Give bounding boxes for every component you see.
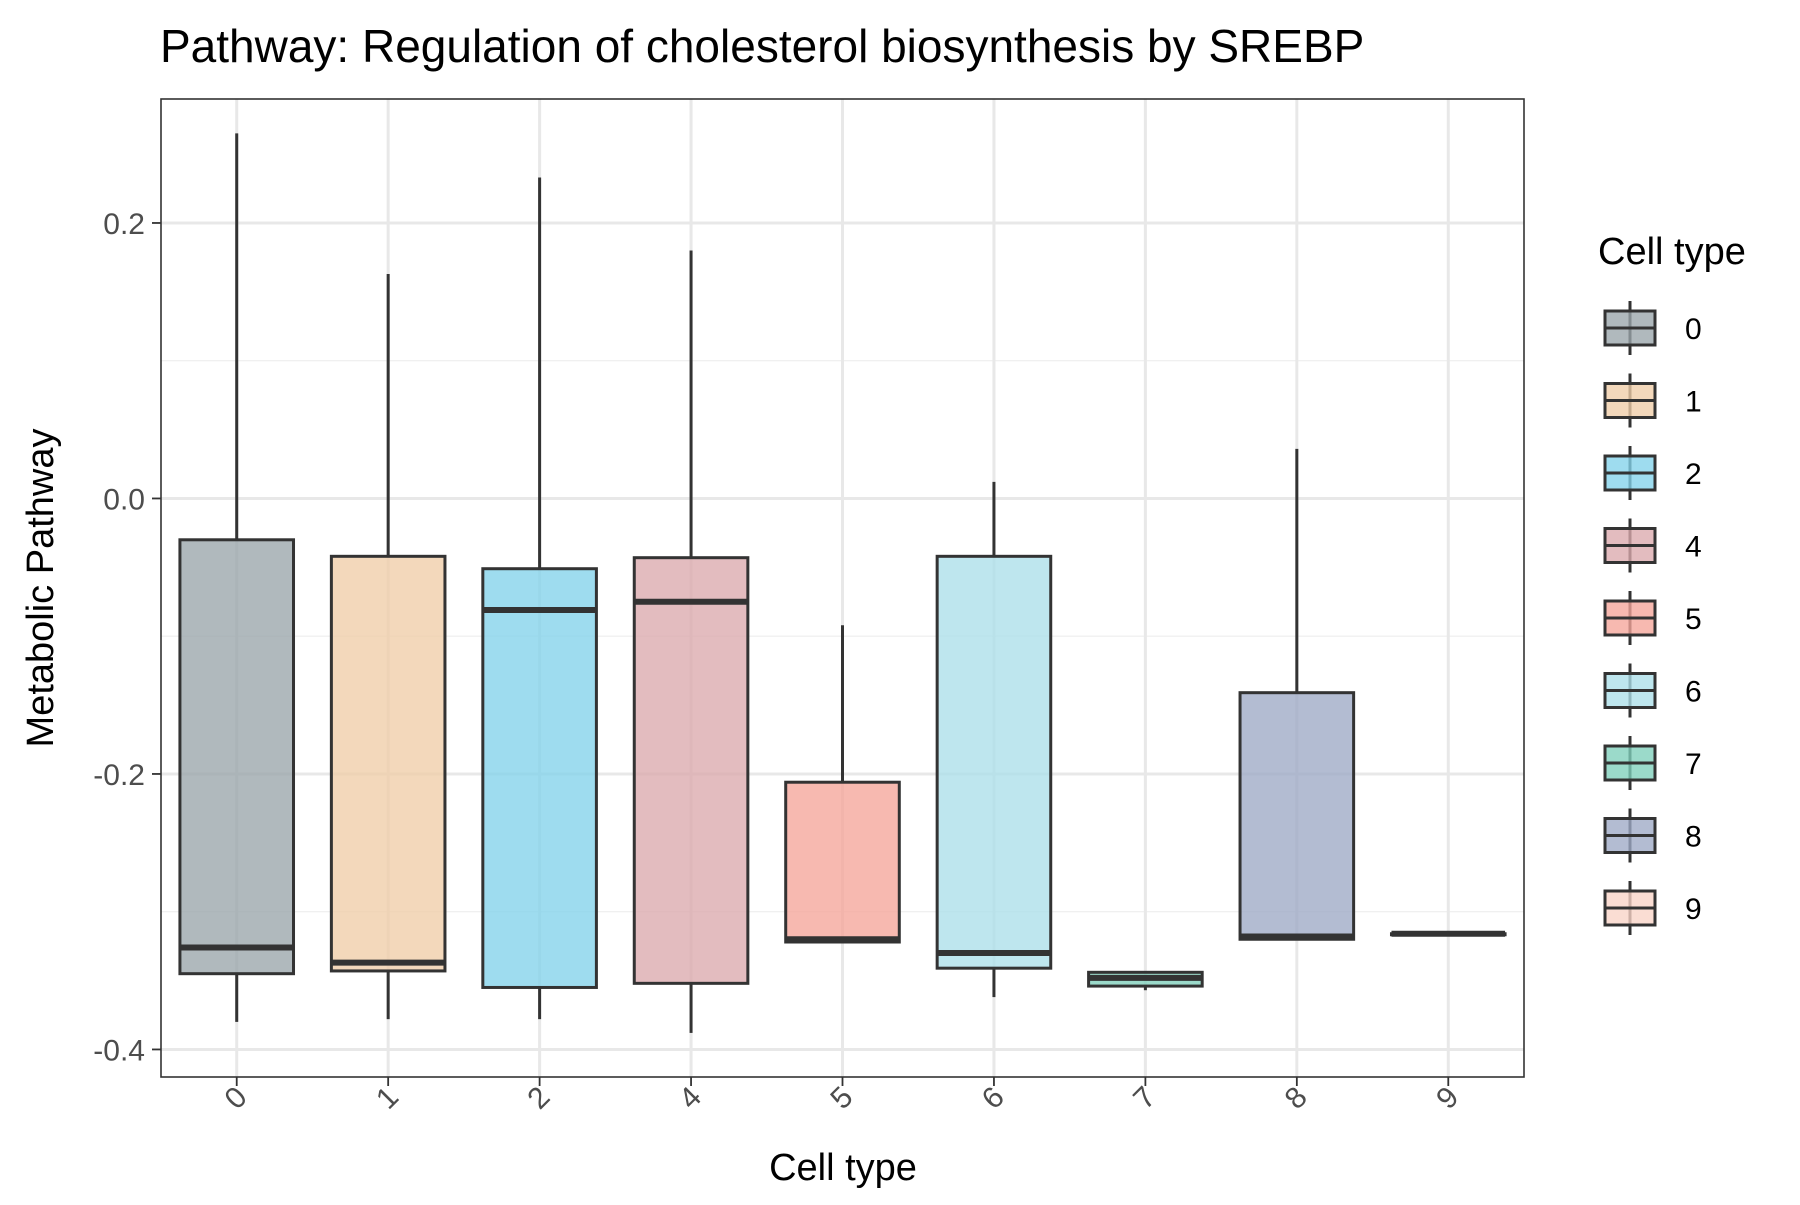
- legend-item-9: 9: [1603, 881, 1702, 935]
- legend-label: 2: [1685, 458, 1702, 491]
- legend-label: 7: [1685, 748, 1702, 781]
- y-tick-label: -0.2: [93, 759, 145, 792]
- y-axis-label: Metabolic Pathway: [20, 429, 62, 748]
- box-1: [329, 273, 447, 1020]
- box-7: [1087, 970, 1204, 991]
- legend-item-5: 5: [1603, 591, 1702, 645]
- y-tick-label: -0.4: [93, 1034, 145, 1067]
- box-5: [784, 625, 901, 944]
- box-4: [632, 250, 750, 1033]
- legend-item-2: 2: [1603, 446, 1702, 500]
- x-axis-label: Cell type: [769, 1147, 917, 1189]
- box-body: [481, 567, 598, 989]
- legend-item-0: 0: [1603, 301, 1702, 355]
- box-0: [178, 133, 296, 1022]
- box-body: [632, 556, 750, 985]
- legend-label: 9: [1685, 893, 1702, 926]
- legend-title: Cell type: [1598, 231, 1746, 273]
- legend-label: 1: [1685, 386, 1702, 419]
- box-6: [935, 481, 1053, 998]
- y-tick-label: 0.2: [103, 208, 145, 241]
- legend-item-8: 8: [1603, 808, 1702, 863]
- box-8: [1238, 448, 1356, 941]
- box-body: [1238, 691, 1356, 941]
- box-9: [1389, 930, 1507, 937]
- legend-item-1: 1: [1603, 373, 1702, 428]
- y-tick-label: 0.0: [103, 483, 145, 516]
- legend-label: 5: [1685, 603, 1702, 636]
- legend-item-4: 4: [1603, 518, 1702, 573]
- box-body: [784, 780, 901, 944]
- box-body: [178, 538, 296, 976]
- chart-title: Pathway: Regulation of cholesterol biosy…: [160, 20, 1364, 72]
- box-body: [935, 554, 1053, 970]
- legend-label: 4: [1685, 531, 1702, 564]
- legend-label: 6: [1685, 676, 1702, 709]
- legend: Cell type 0 1 2 4 5 6 7 8 9: [1598, 231, 1746, 935]
- legend-label: 8: [1685, 821, 1702, 854]
- legend-label: 0: [1685, 313, 1702, 346]
- box-2: [481, 177, 598, 1020]
- legend-item-6: 6: [1603, 663, 1702, 718]
- legend-item-7: 7: [1603, 736, 1702, 790]
- box-layer: [178, 133, 1507, 1033]
- box-body: [329, 554, 447, 973]
- y-axis: -0.4 -0.2 0.0 0.2: [93, 208, 161, 1067]
